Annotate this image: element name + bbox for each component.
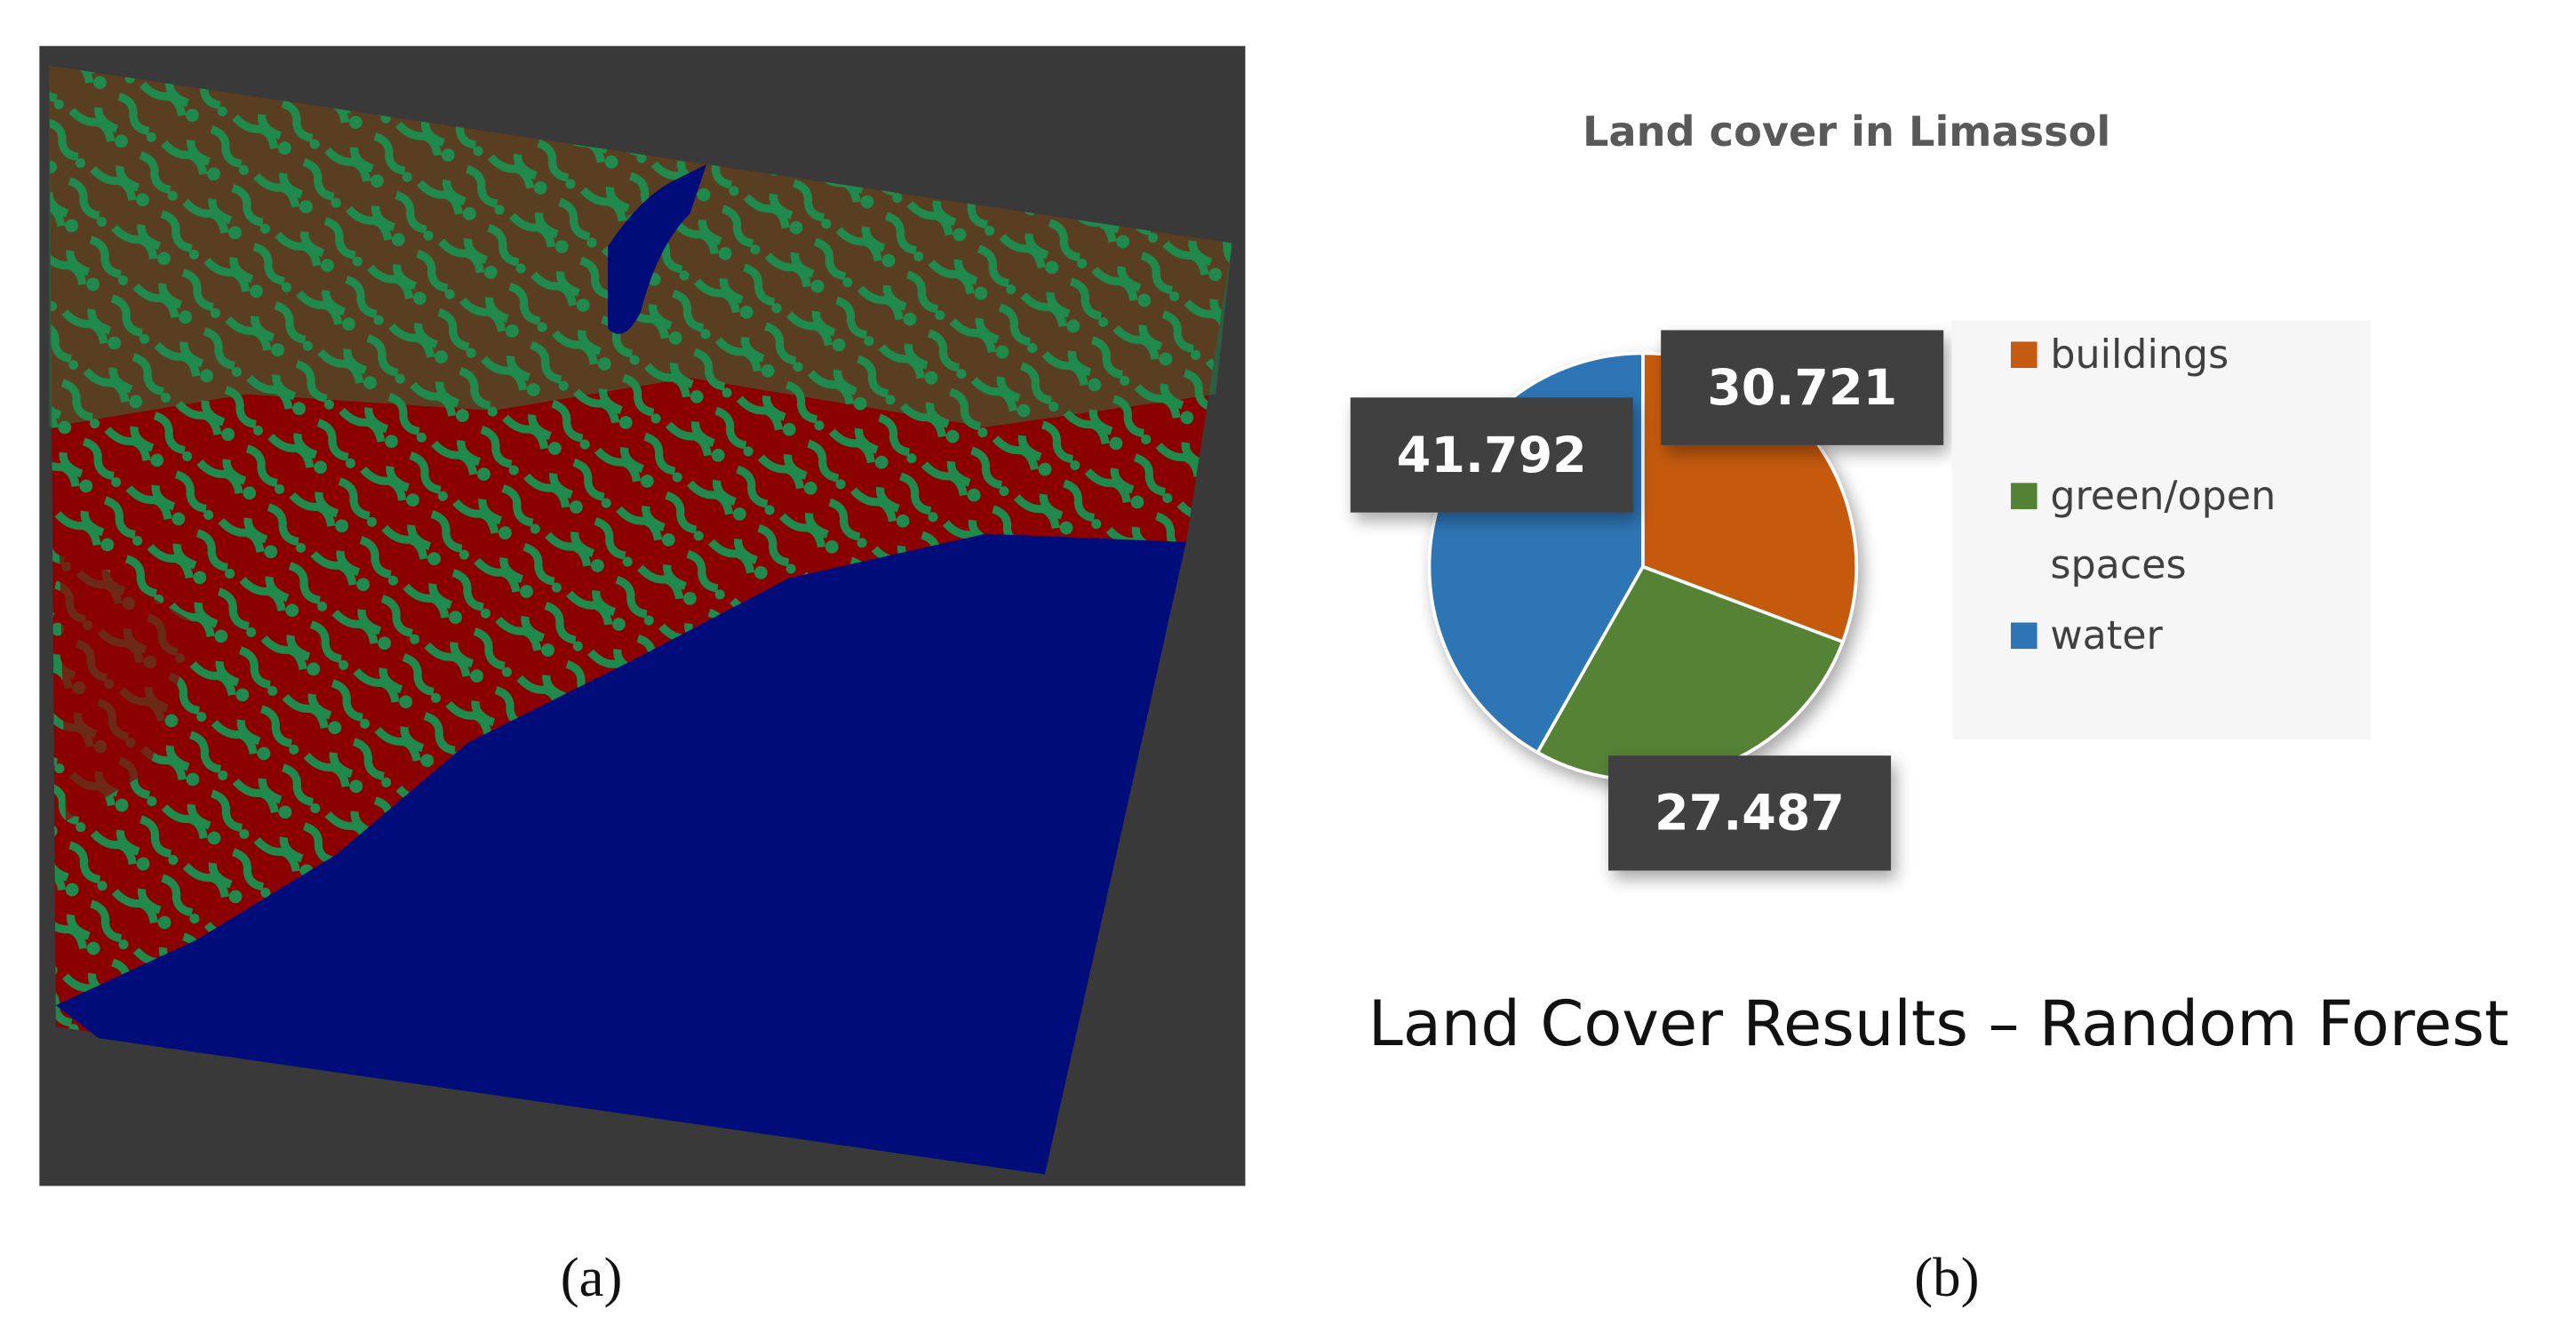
panel-label: (a) [561, 1246, 623, 1308]
legend: buildings green/open spaces water [2010, 332, 2277, 659]
legend-swatch [2010, 341, 2038, 369]
legend-entry: green/open spaces [2050, 473, 2277, 588]
chart-title: Land cover in Limassol [1583, 108, 2110, 156]
caption: Land Cover Results – Random Forest [1368, 987, 2509, 1060]
data-labels: 30.721 27.487 41.792 [1350, 330, 1944, 871]
sea [55, 533, 1186, 1175]
legend-swatch [2010, 483, 2038, 509]
data-label: 30.721 [1707, 360, 1897, 417]
legend-label: green/open spaces [2050, 473, 2277, 588]
urban-area [59, 541, 197, 822]
legend-entry: buildings [2050, 332, 2229, 379]
legend-label: water [2050, 612, 2163, 659]
data-label-box [1661, 330, 1944, 445]
land-cover-map [39, 45, 1246, 1186]
panel-label: (b) [1914, 1246, 1979, 1308]
data-label-box [1350, 397, 1633, 513]
reservoir [608, 164, 707, 334]
data-label: 41.792 [1397, 427, 1587, 484]
legend-swatch [2010, 622, 2038, 650]
legend-box [1951, 320, 2371, 739]
legend-entry: water [2050, 612, 2163, 659]
legend-label: buildings [2050, 332, 2229, 379]
data-label: 27.487 [1655, 786, 1845, 843]
data-label-box [1608, 755, 1892, 871]
